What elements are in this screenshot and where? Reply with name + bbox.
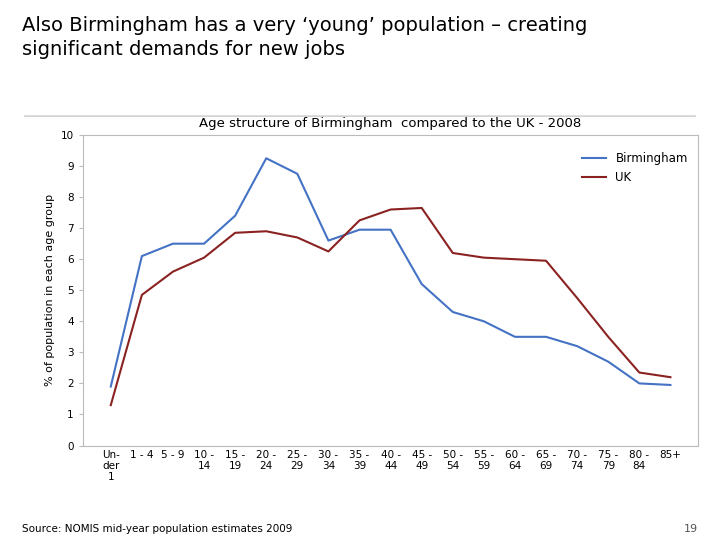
- Text: Source: NOMIS mid-year population estimates 2009: Source: NOMIS mid-year population estima…: [22, 523, 292, 534]
- Y-axis label: % of population in each age group: % of population in each age group: [45, 194, 55, 386]
- Text: 19: 19: [684, 523, 698, 534]
- Legend: Birmingham, UK: Birmingham, UK: [577, 147, 693, 188]
- Title: Age structure of Birmingham  compared to the UK - 2008: Age structure of Birmingham compared to …: [199, 117, 582, 130]
- Text: Also Birmingham has a very ‘young’ population – creating
significant demands for: Also Birmingham has a very ‘young’ popul…: [22, 16, 587, 59]
